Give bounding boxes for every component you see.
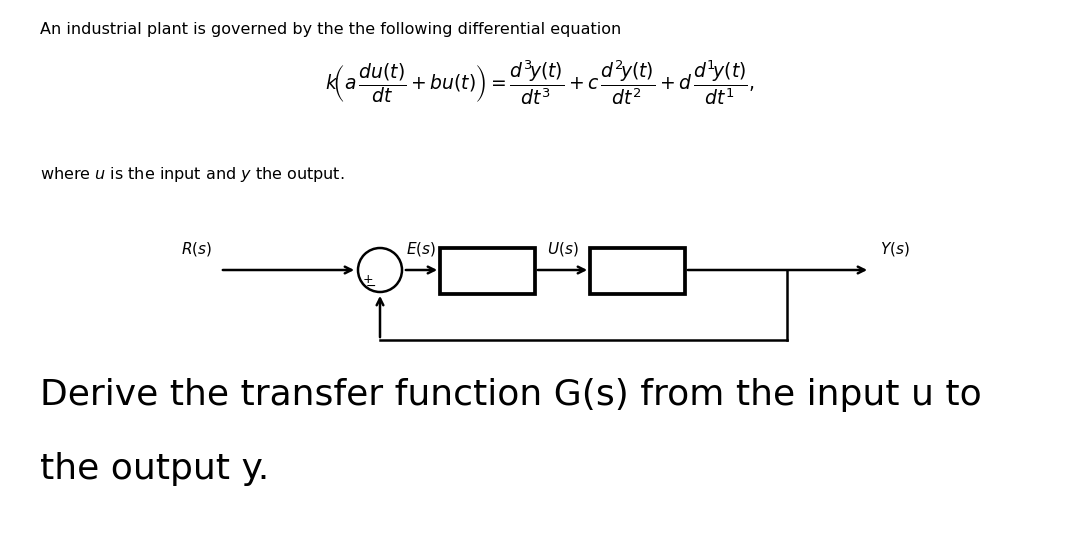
Text: $G(s)$: $G(s)$	[620, 261, 656, 281]
Text: $E(s)$: $E(s)$	[406, 240, 436, 258]
Bar	[440, 248, 535, 294]
Text: +: +	[363, 273, 374, 287]
Text: $U(s)$: $U(s)$	[546, 240, 578, 258]
Bar	[590, 248, 685, 294]
Text: −: −	[366, 280, 377, 293]
Text: where $u$ is the input and $y$ the output.: where $u$ is the input and $y$ the outpu…	[40, 165, 345, 184]
Text: An industrial plant is governed by the the following differential equation: An industrial plant is governed by the t…	[40, 22, 621, 37]
Text: $k\!\left(a\,\dfrac{du(t)}{dt}+bu(t)\right)=\dfrac{d^3\!y(t)}{dt^3}+c\,\dfrac{d^: $k\!\left(a\,\dfrac{du(t)}{dt}+bu(t)\rig…	[325, 58, 755, 107]
Text: $C(s)$: $C(s)$	[471, 261, 504, 281]
Text: Derive the transfer function G(s) from the input u to: Derive the transfer function G(s) from t…	[40, 378, 982, 412]
Text: $Y(s)$: $Y(s)$	[880, 240, 909, 258]
Text: the output y.: the output y.	[40, 452, 269, 486]
Text: $R(s)$: $R(s)$	[181, 240, 212, 258]
